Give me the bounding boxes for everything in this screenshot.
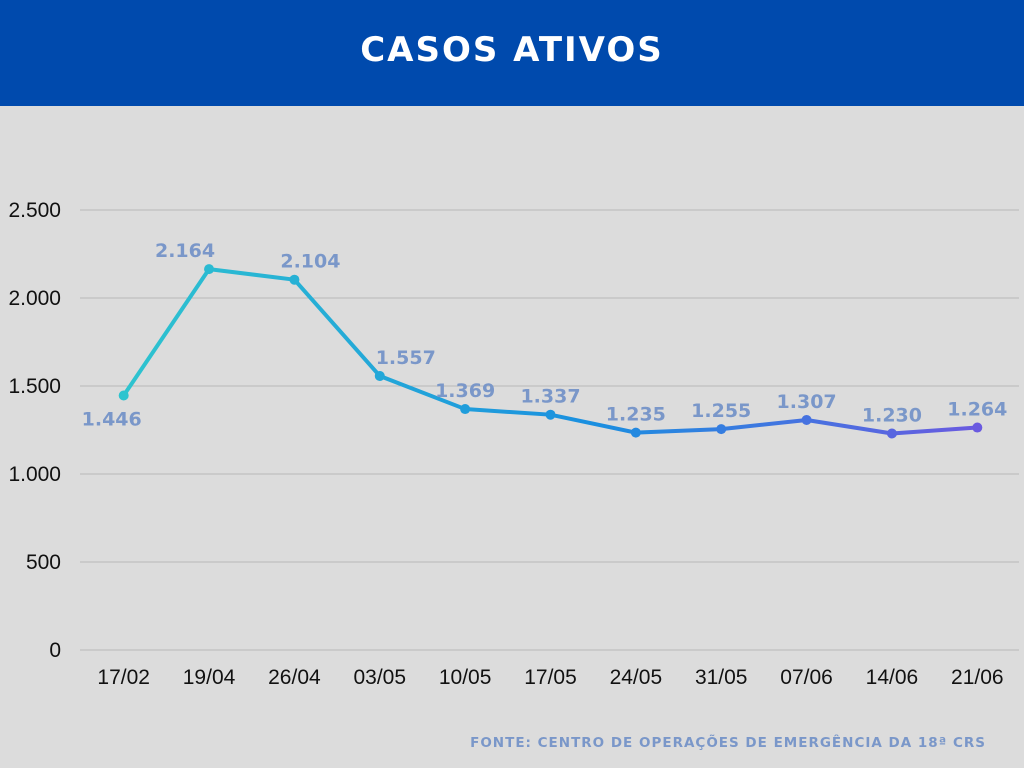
data-point (545, 409, 556, 420)
data-label: 1.230 (862, 405, 922, 427)
x-tick-label: 07/06 (780, 666, 833, 689)
data-label: 1.235 (606, 404, 666, 426)
data-label: 1.369 (435, 380, 495, 402)
data-label: 1.446 (82, 409, 142, 431)
data-label: 1.255 (691, 400, 751, 422)
data-point (374, 370, 385, 381)
data-point (204, 264, 215, 275)
chart-title: CASOS ATIVOS (360, 30, 664, 70)
data-label: 2.164 (155, 240, 215, 262)
x-tick-label: 24/05 (610, 666, 663, 689)
y-tick-label: 1.500 (8, 375, 61, 398)
data-label: 1.337 (520, 386, 580, 408)
y-tick-label: 2.500 (8, 199, 61, 222)
data-point (801, 414, 812, 425)
source-note: FONTE: CENTRO DE OPERAÇÕES DE EMERGÊNCIA… (470, 735, 986, 751)
data-label: 1.307 (777, 391, 837, 413)
data-label: 1.264 (947, 399, 1007, 421)
x-tick-label: 10/05 (439, 666, 492, 689)
y-tick-label: 1.000 (8, 463, 61, 486)
x-tick-label: 21/06 (951, 666, 1004, 689)
data-point (886, 428, 897, 439)
data-point (972, 422, 983, 433)
chart-area: 0 500 1.000 1.500 2.000 2.500 17/02 19/04 26/04 0… (0, 106, 1024, 768)
data-label: 1.557 (376, 347, 436, 369)
x-tick-label: 17/02 (97, 666, 150, 689)
x-tick-label: 14/06 (866, 666, 919, 689)
y-tick-label: 0 (49, 639, 61, 662)
y-tick-label: 500 (26, 551, 61, 574)
data-point (716, 424, 727, 435)
line-chart: 0 500 1.000 1.500 2.000 2.500 17/02 19/04 26/04 0… (8, 199, 1019, 689)
x-tick-label: 17/05 (524, 666, 577, 689)
data-point (289, 274, 300, 285)
x-tick-label: 03/05 (353, 666, 406, 689)
x-tick-label: 31/05 (695, 666, 748, 689)
x-tick-label: 19/04 (183, 666, 236, 689)
header-banner: CASOS ATIVOS (0, 0, 1024, 106)
data-point (460, 404, 471, 415)
data-point (630, 427, 641, 438)
series-line (121, 267, 980, 436)
y-tick-label: 2.000 (8, 287, 61, 310)
x-tick-label: 26/04 (268, 666, 321, 689)
data-label: 2.104 (280, 251, 340, 273)
data-point (118, 390, 129, 401)
